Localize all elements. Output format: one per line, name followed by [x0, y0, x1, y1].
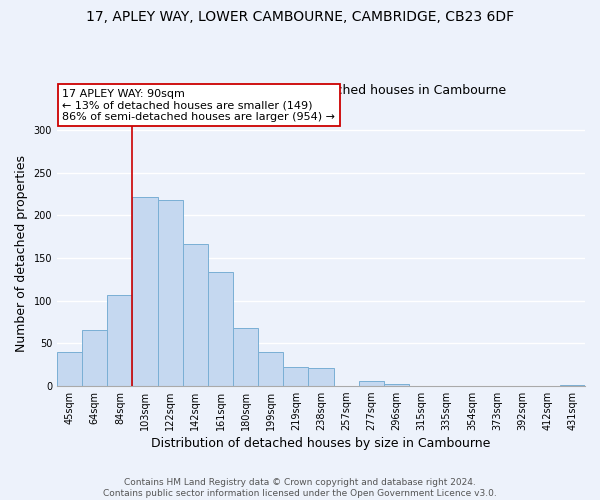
Bar [308, 368, 334, 386]
Text: 17, APLEY WAY, LOWER CAMBOURNE, CAMBRIDGE, CB23 6DF: 17, APLEY WAY, LOWER CAMBOURNE, CAMBRIDG… [86, 10, 514, 24]
Bar [560, 385, 585, 386]
Text: 17 APLEY WAY: 90sqm
← 13% of detached houses are smaller (149)
86% of semi-detac: 17 APLEY WAY: 90sqm ← 13% of detached ho… [62, 88, 335, 122]
Bar [359, 380, 384, 386]
Bar [258, 352, 283, 386]
Bar [107, 296, 133, 386]
Bar [208, 272, 233, 386]
X-axis label: Distribution of detached houses by size in Cambourne: Distribution of detached houses by size … [151, 437, 491, 450]
Bar [158, 200, 183, 386]
Bar [283, 367, 308, 386]
Bar [82, 330, 107, 386]
Bar [57, 352, 82, 386]
Bar [384, 384, 409, 386]
Bar [133, 196, 158, 386]
Text: Contains HM Land Registry data © Crown copyright and database right 2024.
Contai: Contains HM Land Registry data © Crown c… [103, 478, 497, 498]
Bar [233, 328, 258, 386]
Y-axis label: Number of detached properties: Number of detached properties [15, 155, 28, 352]
Bar [183, 244, 208, 386]
Title: Size of property relative to detached houses in Cambourne: Size of property relative to detached ho… [136, 84, 506, 97]
